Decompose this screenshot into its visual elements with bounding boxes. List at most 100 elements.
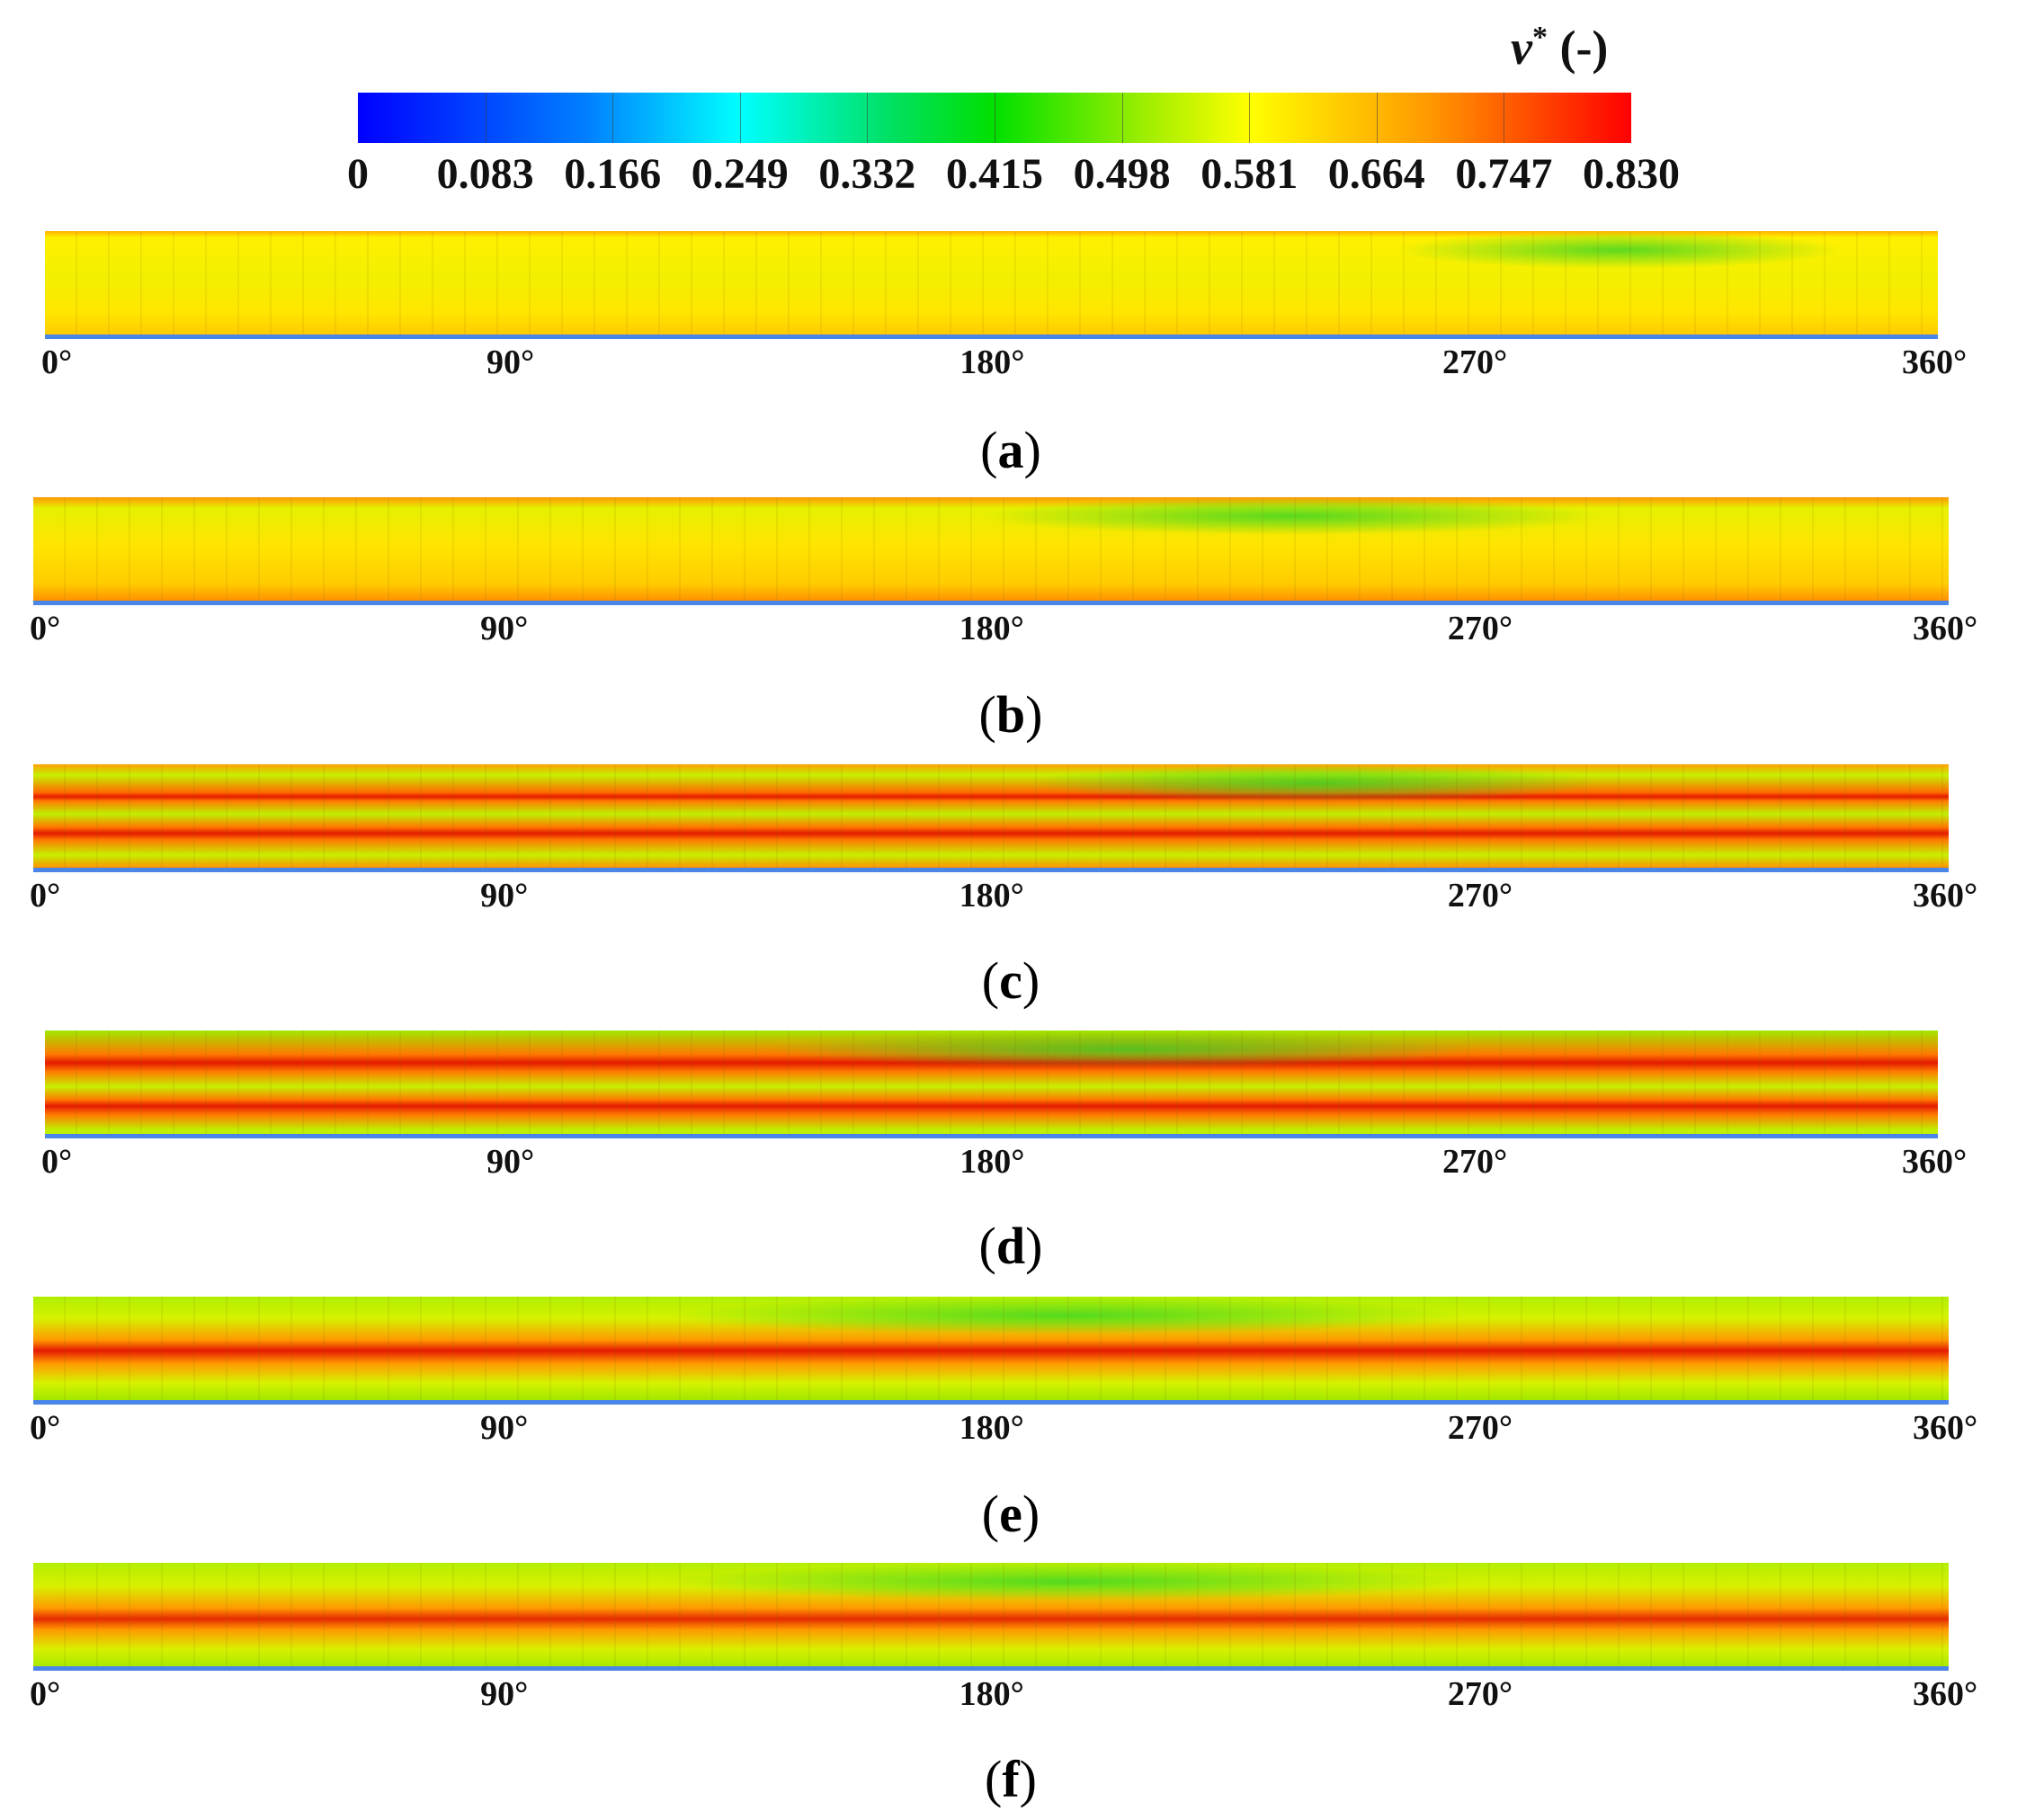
panel-caption-close: ): [1025, 1217, 1043, 1275]
colorbar-tick-label: 0.664: [1327, 150, 1425, 198]
angle-label: 180°: [959, 1143, 1025, 1181]
colorbar-title-superscript: *: [1531, 21, 1548, 54]
angle-label: 90°: [480, 877, 529, 914]
low-velocity-region: [977, 497, 1607, 535]
panel-caption-open: (: [980, 421, 998, 479]
angle-label: 270°: [1447, 610, 1513, 647]
panel-caption-open: (: [981, 1485, 1000, 1543]
angle-label: 90°: [480, 1409, 529, 1447]
panel-caption: (d): [979, 1216, 1043, 1276]
contour-panel: [33, 1297, 1949, 1405]
low-velocity-region: [1022, 764, 1607, 802]
panel-caption: (c): [982, 950, 1040, 1011]
colorbar-tick: [1376, 93, 1378, 143]
angle-label: 90°: [486, 1143, 535, 1181]
colorbar-tick-label: 0.332: [818, 150, 916, 198]
velocity-vector-field: [45, 231, 1938, 339]
panel-caption-open: (: [981, 951, 1000, 1010]
colorbar-tick-label: 0.166: [564, 150, 662, 198]
panel-caption-letter: e: [999, 1485, 1022, 1543]
low-velocity-region: [764, 1030, 1484, 1068]
panel-caption-letter: d: [995, 1217, 1026, 1275]
velocity-vector-field: [33, 497, 1949, 605]
colorbar-title-variable: v: [1511, 21, 1532, 75]
colorbar-tick-label: 0.083: [436, 150, 534, 198]
angle-label: 270°: [1447, 877, 1513, 914]
panel-caption: (b): [979, 684, 1043, 745]
colorbar-tick-label: 0.498: [1073, 150, 1171, 198]
angle-label: 360°: [1913, 610, 1978, 647]
angle-label: 0°: [30, 610, 61, 647]
colorbar-tick-label: 0.249: [691, 150, 789, 198]
low-velocity-region: [663, 1563, 1472, 1601]
angle-label: 360°: [1913, 1409, 1978, 1447]
contour-panel: [45, 1030, 1938, 1138]
low-velocity-region: [663, 1297, 1472, 1334]
panel-caption-letter: a: [997, 421, 1024, 479]
angle-label: 180°: [959, 343, 1025, 381]
colorbar-title-unit: (-): [1559, 21, 1609, 75]
velocity-vector-field: [45, 1030, 1938, 1138]
panel-caption-close: ): [1025, 685, 1043, 744]
panel-caption-letter: f: [1002, 1750, 1020, 1808]
angle-label: 0°: [41, 1143, 73, 1181]
low-velocity-region: [1394, 231, 1843, 269]
angle-label: 180°: [959, 877, 1024, 914]
angle-label: 90°: [486, 343, 535, 381]
angle-label: 180°: [959, 1409, 1024, 1447]
colorbar-tick: [1249, 93, 1251, 143]
angle-label: 0°: [30, 1409, 61, 1447]
contour-panel: [45, 231, 1938, 339]
wall-boundary: [45, 1134, 1938, 1138]
wall-boundary: [33, 1400, 1949, 1405]
wall-boundary: [33, 601, 1949, 605]
panel-caption-close: ): [1022, 951, 1040, 1010]
panel-caption: (f): [985, 1749, 1037, 1809]
angle-label: 270°: [1442, 343, 1508, 381]
colorbar-tick-label: 0.747: [1455, 150, 1553, 198]
panel-caption: (a): [980, 420, 1041, 480]
angle-label: 360°: [1913, 877, 1978, 914]
angle-label: 0°: [30, 877, 61, 914]
colorbar-tick: [867, 93, 869, 143]
colorbar-tick: [1121, 93, 1123, 143]
colorbar-title: v* (-): [1511, 20, 1608, 76]
wall-boundary: [33, 868, 1949, 872]
velocity-vector-field: [33, 764, 1949, 872]
panel-caption-letter: c: [999, 951, 1022, 1010]
panel-caption-close: ): [1023, 421, 1041, 479]
angle-label: 90°: [480, 1675, 529, 1713]
colorbar-tick: [739, 93, 741, 143]
panel-caption: (e): [982, 1484, 1040, 1544]
angle-label: 270°: [1447, 1409, 1513, 1447]
angle-label: 360°: [1902, 1143, 1968, 1181]
angle-label: 270°: [1442, 1143, 1508, 1181]
angle-label: 360°: [1902, 343, 1968, 381]
angle-label: 180°: [959, 1675, 1024, 1713]
angle-label: 270°: [1447, 1675, 1513, 1713]
panel-caption-close: ): [1019, 1750, 1037, 1808]
panel-caption-open: (: [978, 1217, 996, 1275]
colorbar: [358, 93, 1631, 143]
panel-caption-open: (: [978, 685, 996, 744]
angle-label: 360°: [1913, 1675, 1978, 1713]
contour-panel: [33, 764, 1949, 872]
colorbar-tick: [612, 93, 614, 143]
colorbar-tick-label: 0.581: [1200, 150, 1299, 198]
angle-label: 0°: [41, 343, 73, 381]
contour-panel: [33, 1563, 1949, 1671]
angle-label: 180°: [959, 610, 1024, 647]
angle-label: 0°: [30, 1675, 61, 1713]
panel-caption-open: (: [985, 1750, 1003, 1808]
velocity-vector-field: [33, 1563, 1949, 1671]
colorbar-tick-label: 0: [347, 150, 369, 198]
contour-panel: [33, 497, 1949, 605]
panel-caption-close: ): [1022, 1485, 1040, 1543]
colorbar-tick-label: 0.830: [1583, 150, 1680, 198]
velocity-vector-field: [33, 1297, 1949, 1405]
colorbar-tick-label: 0.415: [946, 150, 1043, 198]
angle-label: 90°: [480, 610, 529, 647]
wall-boundary: [45, 335, 1938, 339]
panel-caption-letter: b: [995, 685, 1026, 744]
wall-boundary: [33, 1666, 1949, 1671]
